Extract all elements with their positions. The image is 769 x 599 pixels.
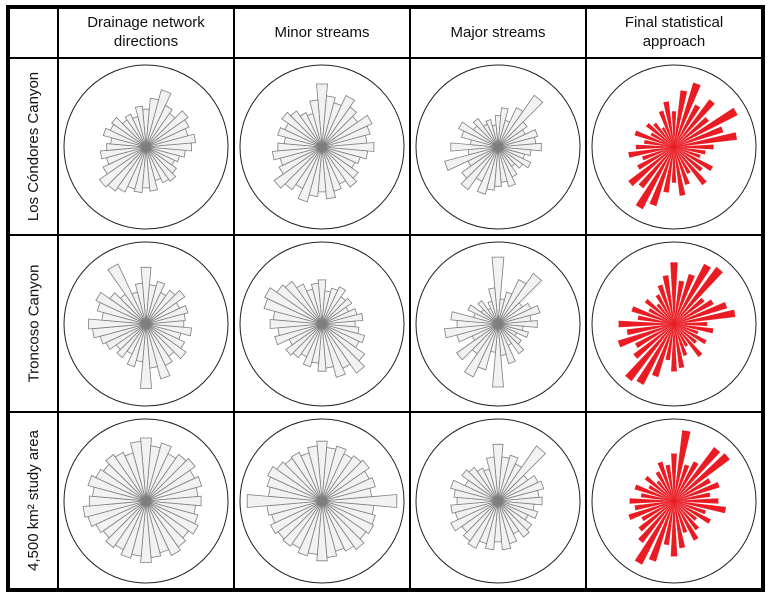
rose-diagram-table: Drainage network directions Minor stream…	[6, 5, 765, 592]
column-header-minor-streams: Minor streams	[235, 9, 409, 57]
rose-chart-los-condores-drainage	[59, 59, 233, 234]
column-header-final-statistical: Final statistical approach	[587, 9, 761, 57]
rose-chart-study-area-drainage	[59, 413, 233, 588]
row-header-label: Troncoso Canyon	[25, 264, 42, 383]
corner-cell	[10, 9, 57, 57]
rose-chart-los-condores-major-streams	[411, 59, 585, 234]
column-header-label: Drainage network directions	[87, 14, 205, 50]
row-header-los-condores: Los Cóndores Canyon	[10, 59, 57, 234]
rose-svg	[63, 418, 229, 583]
row-header-label: Los Cóndores Canyon	[25, 71, 43, 222]
column-header-drainage: Drainage network directions	[59, 9, 233, 57]
rose-chart-los-condores-minor-streams	[235, 59, 409, 234]
rose-svg	[591, 241, 757, 406]
rose-chart-study-area-minor-streams	[235, 413, 409, 588]
rose-chart-study-area-final	[587, 413, 761, 588]
rose-svg	[239, 241, 405, 406]
rose-chart-study-area-major-streams	[411, 413, 585, 588]
rose-chart-troncoso-major-streams	[411, 236, 585, 411]
rose-svg	[415, 418, 581, 583]
rose-svg	[415, 64, 581, 229]
column-header-label: Minor streams	[274, 23, 370, 41]
column-header-major-streams: Major streams	[411, 9, 585, 57]
rose-chart-troncoso-drainage	[59, 236, 233, 411]
rose-chart-troncoso-minor-streams	[235, 236, 409, 411]
rose-svg	[63, 241, 229, 406]
rose-svg	[63, 64, 229, 229]
column-header-label: Major streams	[450, 23, 546, 41]
row-header-study-area: 4,500 km² study area	[10, 413, 57, 588]
rose-svg	[415, 241, 581, 406]
rose-svg	[239, 418, 405, 583]
row-header-troncoso: Troncoso Canyon	[10, 236, 57, 411]
rose-chart-troncoso-final	[587, 236, 761, 411]
column-header-label: Final statistical approach	[624, 14, 724, 50]
rose-svg	[591, 64, 757, 229]
rose-svg	[239, 64, 405, 229]
row-header-label: 4,500 km² study area	[25, 430, 42, 571]
rose-chart-los-condores-final	[587, 59, 761, 234]
rose-svg	[591, 418, 757, 583]
